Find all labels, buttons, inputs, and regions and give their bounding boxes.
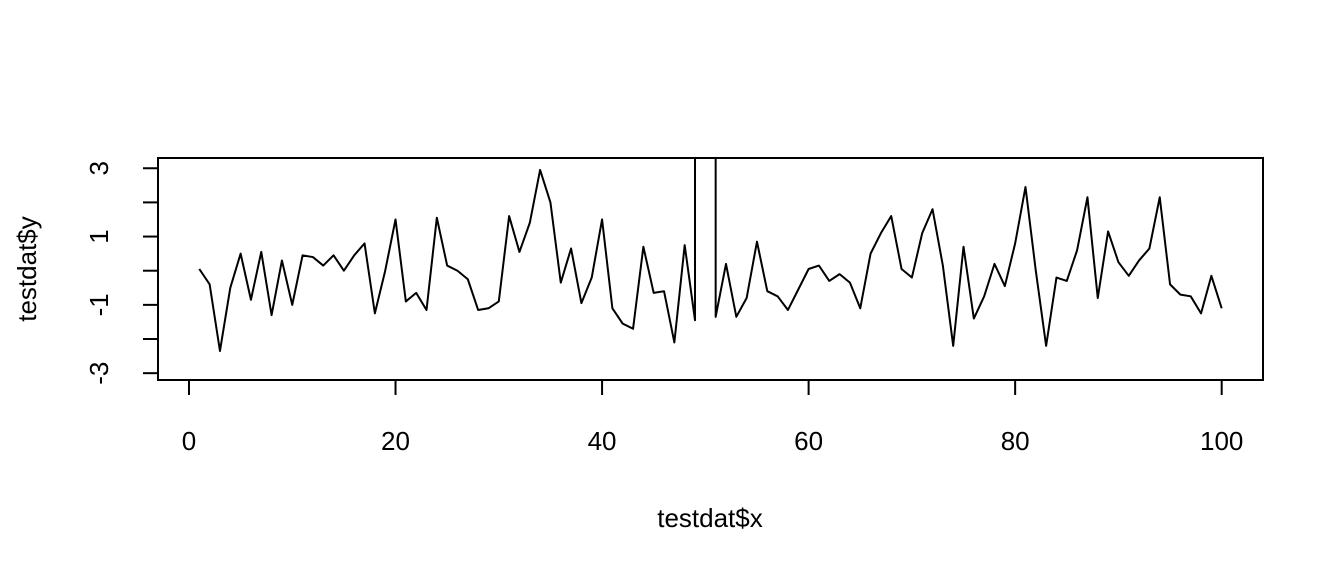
y-axis-title: testdat$y xyxy=(12,216,42,322)
x-tick-label: 20 xyxy=(381,426,410,456)
data-series xyxy=(198,158,1223,352)
x-tick-label: 80 xyxy=(1001,426,1030,456)
y-tick-label: 1 xyxy=(84,229,114,243)
y-tick-label: -3 xyxy=(84,362,114,385)
y-axis: -3 -1 1 3 xyxy=(84,161,158,385)
x-tick-label: 60 xyxy=(794,426,823,456)
x-tick-label: 100 xyxy=(1200,426,1243,456)
x-tick-label: 0 xyxy=(182,426,196,456)
y-tick-label: -1 xyxy=(84,293,114,316)
x-tick-label: 40 xyxy=(588,426,617,456)
x-axis-title: testdat$x xyxy=(657,503,763,533)
series-line xyxy=(198,158,1223,352)
plot-frame xyxy=(157,157,1264,381)
x-axis: 0 20 40 60 80 100 xyxy=(182,379,1243,456)
y-tick-label: 3 xyxy=(84,161,114,175)
